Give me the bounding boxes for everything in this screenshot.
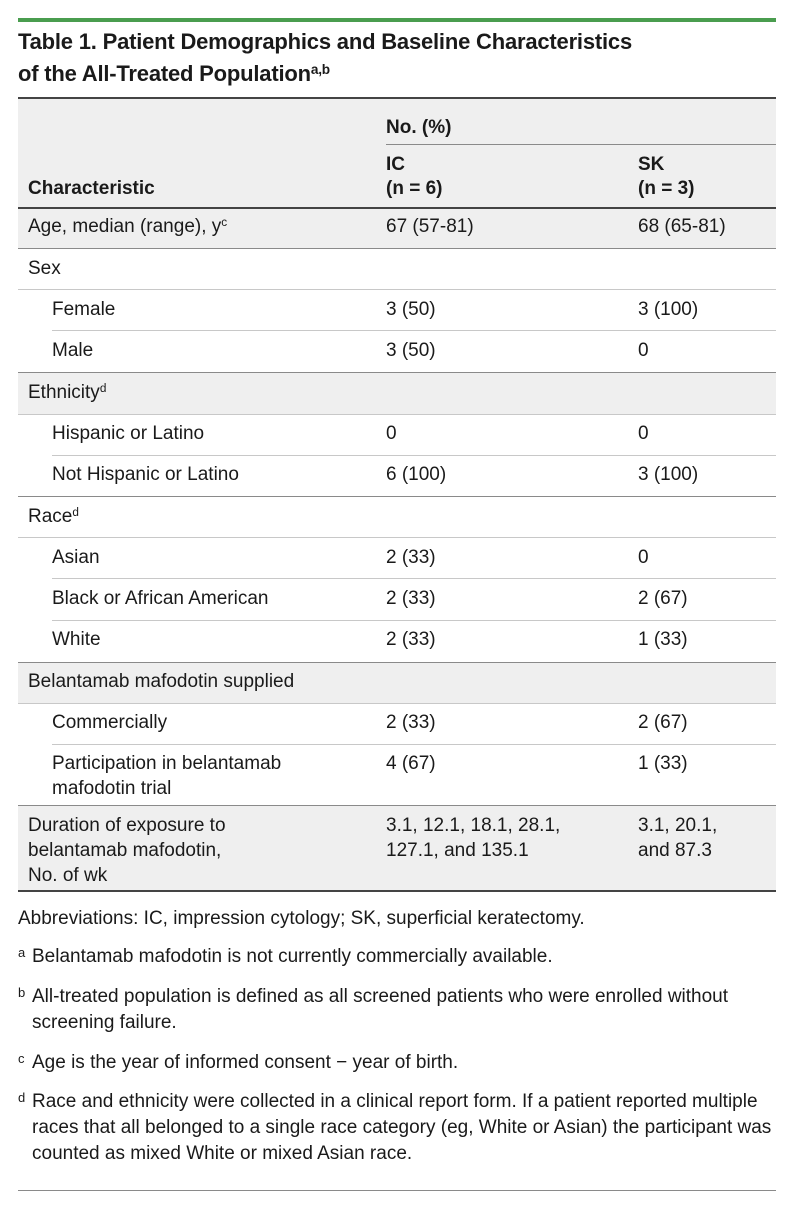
column-header-sk-n: (n = 3)	[638, 178, 695, 199]
row-rule	[18, 248, 776, 249]
footnote-b: b All-treated population is defined as a…	[18, 985, 729, 1033]
footnote-a: a Belantamab mafodotin is not currently …	[18, 945, 553, 967]
row-rule	[18, 703, 776, 704]
row-label-duration: Duration of exposure to belantamab mafod…	[28, 815, 226, 886]
cell-black-sk: 2 (67)	[638, 588, 688, 609]
cell-hispanic-sk: 0	[638, 423, 649, 444]
cell-not-hispanic-sk: 3 (100)	[638, 464, 699, 485]
header-top-rule	[18, 97, 776, 99]
row-rule	[18, 805, 776, 806]
cell-male-sk: 0	[638, 340, 649, 361]
footnote-bottom-rule	[18, 1190, 776, 1191]
cell-participation-ic: 4 (67)	[386, 753, 436, 774]
cell-black-ic: 2 (33)	[386, 588, 436, 609]
row-rule	[18, 537, 776, 538]
footnote-c: c Age is the year of informed consent − …	[18, 1051, 459, 1073]
column-header-sk: SK	[638, 154, 665, 175]
row-label-race: Raced	[28, 505, 79, 527]
cell-female-sk: 3 (100)	[638, 299, 699, 320]
row-label-male: Male	[52, 340, 94, 361]
footnote-mark-b: b	[18, 985, 26, 1000]
row-label-asian: Asian	[52, 547, 100, 568]
row-label-female: Female	[52, 299, 116, 320]
row-label-supplied: Belantamab mafodotin supplied	[28, 671, 295, 692]
cell-duration-ic: 3.1, 12.1, 18.1, 28.1, 127.1, and 135.1	[386, 815, 561, 861]
row-rule	[18, 372, 776, 373]
group-label: No. (%)	[386, 117, 452, 138]
footnote-mark-a: a	[18, 945, 26, 960]
row-label-hispanic: Hispanic or Latino	[52, 423, 205, 444]
footnote-abbreviations: Abbreviations: IC, impression cytology; …	[18, 908, 585, 929]
row-band-age	[18, 208, 776, 248]
row-label-commercially: Commercially	[52, 712, 168, 733]
cell-asian-sk: 0	[638, 547, 649, 568]
row-label-black: Black or African American	[52, 588, 269, 609]
row-label-age: Age, median (range), yc	[28, 215, 228, 237]
row-label-white: White	[52, 629, 101, 650]
row-label-participation: Participation in belantamab mafodotin tr…	[52, 753, 282, 799]
row-label-ethnicity: Ethnicityd	[28, 381, 107, 403]
cell-female-ic: 3 (50)	[386, 299, 436, 320]
column-header-ic: IC	[386, 154, 405, 175]
row-rule	[18, 289, 776, 290]
row-rule	[52, 578, 776, 579]
cell-age-ic: 67 (57-81)	[386, 216, 474, 237]
cell-asian-ic: 2 (33)	[386, 547, 436, 568]
footnote-d: d Race and ethnicity were collected in a…	[18, 1090, 772, 1164]
column-header-characteristic: Characteristic	[28, 178, 155, 199]
cell-commercially-sk: 2 (67)	[638, 712, 688, 733]
row-rule	[52, 455, 776, 456]
title-accent-rule	[18, 18, 776, 22]
cell-commercially-ic: 2 (33)	[386, 712, 436, 733]
cell-white-ic: 2 (33)	[386, 629, 436, 650]
cell-hispanic-ic: 0	[386, 423, 397, 444]
table-bottom-rule	[18, 890, 776, 892]
cell-participation-sk: 1 (33)	[638, 753, 688, 774]
row-rule	[52, 330, 776, 331]
table-title: Table 1. Patient Demographics and Baseli…	[18, 29, 632, 86]
footnote-mark-d: d	[18, 1090, 26, 1105]
row-band-ethnicity	[18, 373, 776, 415]
row-rule	[52, 744, 776, 745]
row-rule	[18, 414, 776, 415]
group-label-rule	[386, 144, 776, 145]
cell-age-sk: 68 (65-81)	[638, 216, 726, 237]
header-band	[18, 98, 776, 208]
row-rule	[18, 496, 776, 497]
row-band-duration	[18, 805, 776, 890]
header-bottom-rule	[18, 207, 776, 209]
cell-white-sk: 1 (33)	[638, 629, 688, 650]
footnote-mark-c: c	[18, 1051, 25, 1066]
cell-duration-sk: 3.1, 20.1, and 87.3	[638, 815, 718, 861]
row-label-not-hispanic: Not Hispanic or Latino	[52, 464, 239, 485]
cell-male-ic: 3 (50)	[386, 340, 436, 361]
row-label-sex: Sex	[28, 258, 61, 279]
row-band-supplied	[18, 663, 776, 704]
row-rule	[18, 662, 776, 663]
row-rule	[52, 620, 776, 621]
cell-not-hispanic-ic: 6 (100)	[386, 464, 447, 485]
column-header-ic-n: (n = 6)	[386, 178, 443, 199]
